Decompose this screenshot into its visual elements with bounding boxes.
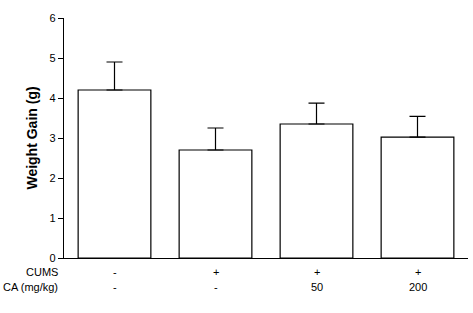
svg-text:-: - (214, 281, 218, 293)
svg-text:2: 2 (49, 172, 55, 184)
svg-text:CUMS: CUMS (26, 266, 58, 278)
svg-text:5: 5 (49, 52, 55, 64)
svg-text:+: + (415, 266, 421, 278)
svg-text:4: 4 (49, 92, 55, 104)
svg-text:1: 1 (49, 212, 55, 224)
svg-text:Weight Gain (g): Weight Gain (g) (24, 86, 40, 189)
svg-text:200: 200 (409, 281, 427, 293)
svg-text:3: 3 (49, 132, 55, 144)
svg-text:CA (mg/kg): CA (mg/kg) (3, 281, 58, 293)
svg-text:+: + (314, 266, 320, 278)
svg-text:6: 6 (49, 12, 55, 24)
svg-text:-: - (113, 266, 117, 278)
svg-text:+: + (213, 266, 219, 278)
svg-text:50: 50 (311, 281, 323, 293)
svg-text:-: - (113, 281, 117, 293)
svg-text:0: 0 (49, 252, 55, 264)
